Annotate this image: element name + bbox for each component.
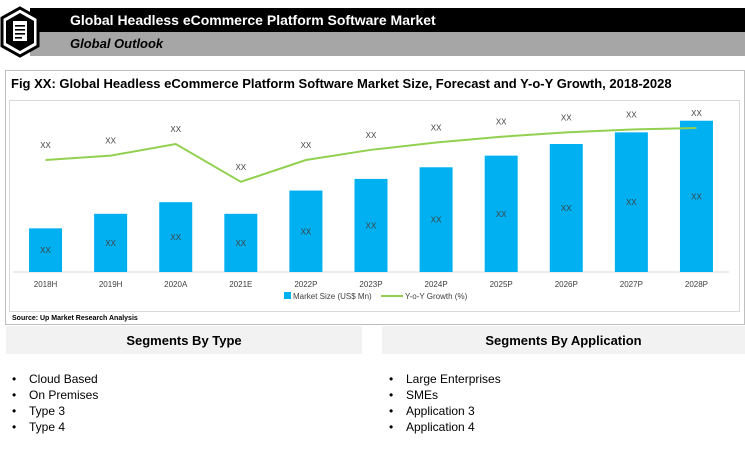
legend-bar-label: Market Size (US$ Mn): [293, 292, 372, 301]
bar: [159, 202, 193, 272]
figure-title: Fig XX: Global Headless eCommerce Platfo…: [11, 76, 672, 91]
bar: [94, 213, 128, 272]
bar-data-label: XX: [561, 204, 572, 213]
line-data-label: XX: [496, 118, 507, 127]
bar: [614, 132, 648, 272]
segments-by-application-heading: Segments By Application: [382, 326, 745, 354]
page-subtitle: Global Outlook: [70, 36, 164, 51]
bar: [679, 120, 713, 273]
bar: [419, 167, 453, 272]
legend-bar-swatch: [284, 292, 291, 299]
type-segment-item: • On Premises: [12, 387, 98, 403]
line-data-label: XX: [691, 109, 702, 118]
application-segment-item: • Application 4: [389, 419, 501, 435]
type-segment-item: • Cloud Based: [12, 371, 98, 387]
type-segment-item: • Type 3: [12, 403, 98, 419]
line-data-label: XX: [170, 125, 181, 134]
bar-data-label: XX: [496, 210, 507, 219]
bar-data-label: XX: [301, 227, 312, 236]
bullet-icon: •: [389, 388, 394, 402]
bar: [549, 144, 583, 272]
application-segment-item-label: Large Enterprises: [406, 372, 501, 386]
type-segment-item-label: Type 3: [29, 404, 66, 418]
x-tick-label: 2027P: [620, 280, 643, 289]
x-tick-label: 2018H: [34, 280, 58, 289]
type-segment-item: • Type 4: [12, 419, 98, 435]
x-tick-label: 2020A: [164, 280, 188, 289]
segments-by-type-heading: Segments By Type: [6, 326, 362, 354]
header-subtitle-bar: [30, 32, 745, 56]
bar: [354, 178, 388, 272]
bullet-icon: •: [12, 404, 17, 418]
application-segment-item-label: Application 4: [406, 420, 475, 434]
market-chart: XX 2018H XX 2019H XX 2020A XX 2021E XX 2022P XX 202…: [13, 109, 729, 301]
bullet-icon: •: [12, 372, 17, 386]
bar-data-label: XX: [691, 192, 702, 201]
report-header: Global Headless eCommerce Platform Softw…: [0, 0, 745, 60]
x-tick-label: 2026P: [555, 280, 578, 289]
application-segment-item-label: Application 3: [406, 404, 475, 418]
x-tick-label: 2025P: [490, 280, 513, 289]
bullet-icon: •: [389, 420, 394, 434]
line-data-label: XX: [301, 141, 312, 150]
x-tick-label: 2021E: [229, 280, 252, 289]
bar-data-label: XX: [105, 239, 116, 248]
type-segment-item-label: On Premises: [29, 388, 99, 402]
bar: [484, 155, 518, 272]
line-data-label: XX: [366, 131, 377, 140]
header-title-bar: [30, 8, 745, 32]
x-tick-label: 2028P: [685, 280, 708, 289]
segments-by-type-list: • Cloud Based • On Premises • Type 3 • Type 4: [12, 371, 98, 435]
bar-data-label: XX: [170, 233, 181, 242]
application-segment-item-label: SMEs: [406, 388, 439, 402]
segments-by-application-list: • Large Enterprises • SMEs • Application 3 • Ap…: [389, 371, 501, 435]
line-data-label: XX: [626, 110, 637, 119]
page-title: Global Headless eCommerce Platform Softw…: [70, 12, 436, 28]
plot-area: [9, 100, 740, 312]
bar-data-label: XX: [40, 246, 51, 255]
line-data-label: XX: [105, 137, 116, 146]
bar-data-label: XX: [431, 216, 442, 225]
x-tick-label: 2022P: [294, 280, 317, 289]
bar: [224, 213, 258, 272]
line-data-label: XX: [561, 113, 572, 122]
application-segment-item: • Large Enterprises: [389, 371, 501, 387]
bar-data-label: XX: [366, 221, 377, 230]
line-data-label: XX: [431, 124, 442, 133]
bullet-icon: •: [389, 372, 394, 386]
bullet-icon: •: [12, 388, 17, 402]
document-icon: [0, 6, 40, 58]
x-tick-label: 2024P: [425, 280, 448, 289]
application-segment-item: • SMEs: [389, 387, 501, 403]
bar-data-label: XX: [235, 239, 246, 248]
type-segment-item-label: Type 4: [29, 420, 66, 434]
type-segment-item-label: Cloud Based: [29, 372, 98, 386]
x-tick-label: 2019H: [99, 280, 123, 289]
line-data-label: XX: [40, 141, 51, 150]
source-note: Source: Up Market Research Analysis: [12, 315, 138, 322]
bullet-icon: •: [389, 404, 394, 418]
line-data-label: XX: [235, 163, 246, 172]
bullet-icon: •: [12, 420, 17, 434]
application-segment-item: • Application 3: [389, 403, 501, 419]
x-tick-label: 2023P: [359, 280, 382, 289]
bar: [289, 190, 323, 272]
bar: [29, 228, 63, 272]
legend-line-label: Y-o-Y Growth (%): [405, 292, 468, 301]
bar-data-label: XX: [626, 198, 637, 207]
